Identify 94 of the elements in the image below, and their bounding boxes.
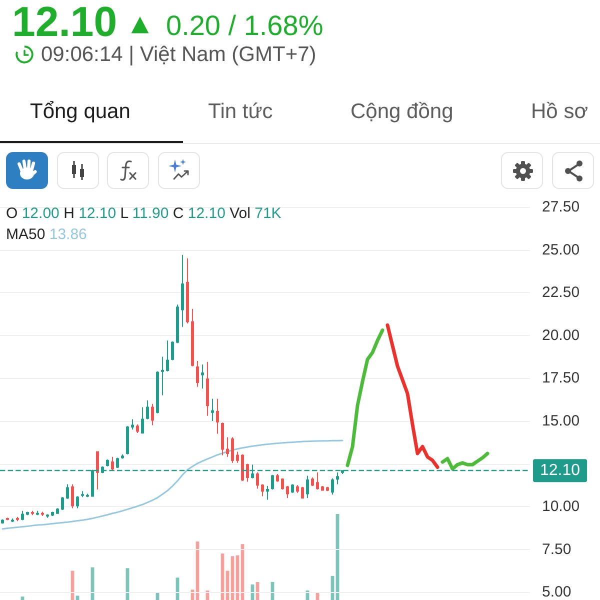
candlestick: [41, 511, 44, 516]
candlestick: [106, 458, 109, 467]
bar: [76, 596, 80, 600]
candlestick: [116, 457, 119, 469]
annotation: O 12.00 H 12.10 L 11.90 C 12.10 Vol 71K: [6, 205, 282, 222]
candlestick: [246, 463, 249, 482]
candlestick: [136, 424, 139, 434]
candlestick: [96, 451, 99, 490]
candlestick: [36, 510, 39, 516]
annotation: MA50 13.86: [6, 226, 87, 243]
candlestick: [316, 472, 319, 490]
y-tick-label: 25.00: [542, 241, 580, 258]
settings-button[interactable]: [501, 152, 543, 189]
line-series: [2, 440, 344, 530]
candlestick: [326, 486, 329, 492]
candlestick: [16, 516, 19, 522]
candlestick: [111, 456, 114, 472]
line-series: [440, 452, 490, 471]
candlestick: [6, 517, 9, 521]
candlestick: [146, 400, 149, 420]
candlestick: [206, 361, 209, 416]
text: 09:06:14 | Việt Nam (GMT+7): [41, 43, 316, 66]
line-series: [386, 323, 440, 469]
candlestick: [171, 340, 174, 361]
candlestick: [131, 418, 134, 430]
candlestick: [26, 511, 29, 516]
candlestick: [61, 496, 64, 510]
candlestick: [56, 508, 59, 514]
candlestick: [51, 511, 54, 516]
hand-button[interactable]: [6, 152, 48, 189]
candlestick: [266, 486, 269, 500]
candlestick: [301, 486, 304, 499]
text: Cộng đồng: [350, 100, 454, 124]
candlestick: [11, 518, 14, 522]
candlestick: [166, 340, 169, 372]
candlestick: [236, 451, 239, 464]
candlestick: [156, 370, 159, 414]
candlestick: [211, 398, 214, 422]
y-tick-label: 15.00: [542, 412, 580, 430]
candlestick: [151, 403, 154, 426]
chart-title: 12.10: [12, 0, 118, 45]
candlestick: [311, 476, 314, 487]
text: Tin tức: [208, 100, 273, 124]
function-button[interactable]: [107, 152, 149, 189]
text: Tổng quan: [30, 100, 130, 124]
candlestick: [186, 258, 189, 324]
candlestick: [201, 364, 204, 389]
candlestick: [261, 484, 264, 497]
line-series: [346, 328, 384, 468]
candlestick: [276, 474, 279, 482]
candlestick: [226, 436, 229, 458]
y-tick-label: 17.50: [542, 370, 580, 387]
y-tick-label: 7.50: [542, 540, 572, 558]
candlestick: [21, 510, 24, 521]
chart-subtitle: 0.20 / 1.68%: [166, 10, 324, 41]
y-tick-label: 27.50: [542, 198, 580, 216]
candlestick: [196, 360, 199, 388]
candlestick: [161, 356, 164, 396]
candlestick: [141, 406, 144, 434]
candlestick: [331, 478, 334, 496]
y-tick-label: 20.00: [542, 326, 580, 344]
candlestick: [281, 478, 284, 490]
y-tick-label: 5.00: [542, 584, 572, 600]
candlestick-button[interactable]: [57, 152, 99, 189]
candlestick: [46, 514, 49, 518]
candlestick: [306, 475, 309, 499]
candlestick: [181, 254, 184, 328]
candlestick: [66, 484, 69, 500]
candlestick: [216, 398, 219, 434]
ref-line-label: 12.10: [540, 462, 580, 480]
candlestick: [291, 484, 294, 494]
candlestick: [221, 422, 224, 456]
candlestick: [1, 518, 4, 524]
y-tick-label: 10.00: [542, 498, 580, 516]
candlestick: [176, 304, 179, 344]
candlestick: [191, 308, 194, 367]
candlestick: [121, 454, 124, 460]
candlestick: [86, 493, 89, 498]
candlestick: [321, 486, 324, 491]
text: Hồ sơ: [531, 100, 588, 124]
candlestick: [256, 472, 259, 490]
sparkle-button[interactable]: [158, 152, 200, 189]
candlestick: [271, 474, 274, 490]
candlestick: [126, 426, 129, 455]
candlestick: [76, 496, 79, 509]
y-tick-label: 22.50: [542, 284, 580, 302]
candlestick: [231, 436, 234, 464]
share-button[interactable]: [552, 152, 594, 189]
candlestick: [71, 484, 74, 509]
candlestick: [241, 454, 244, 482]
candlestick: [286, 486, 289, 499]
candlestick: [31, 510, 34, 516]
candlestick: [81, 490, 84, 498]
candlestick: [296, 484, 299, 494]
